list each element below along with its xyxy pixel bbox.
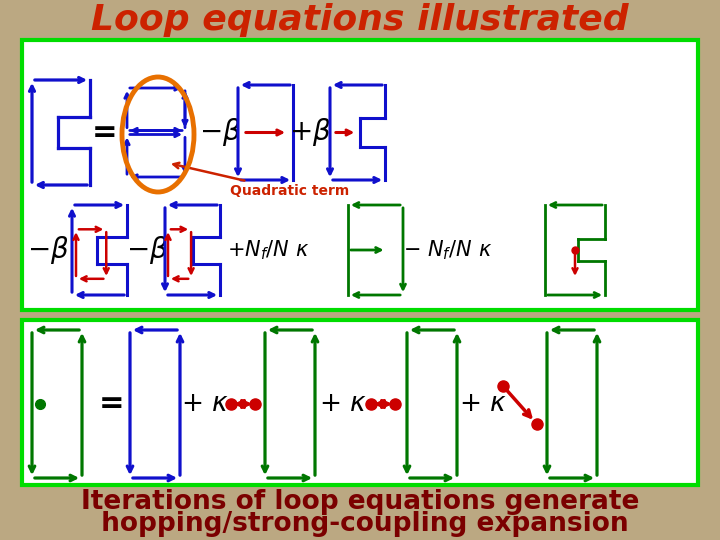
Text: =: = — [99, 389, 125, 418]
Text: $-\beta$: $-\beta$ — [199, 117, 241, 148]
Text: $-\ N_f/N\ \kappa$: $-\ N_f/N\ \kappa$ — [403, 238, 492, 262]
Text: $-\beta$: $-\beta$ — [126, 234, 168, 266]
Text: $+\ \kappa$: $+\ \kappa$ — [181, 391, 229, 417]
Text: $+\ \kappa$: $+\ \kappa$ — [459, 391, 507, 417]
Text: $+\beta$: $+\beta$ — [289, 117, 331, 148]
Bar — [22, 320, 698, 485]
Text: $-\beta$: $-\beta$ — [27, 234, 69, 266]
Text: $+N_f/N\ \kappa$: $+N_f/N\ \kappa$ — [227, 238, 310, 262]
Text: $+\ \kappa$: $+\ \kappa$ — [319, 391, 367, 417]
Text: Loop equations illustrated: Loop equations illustrated — [91, 3, 629, 37]
Text: hopping/strong-coupling expansion: hopping/strong-coupling expansion — [91, 511, 629, 537]
Bar — [22, 40, 698, 310]
Text: =: = — [92, 118, 118, 147]
Text: Iterations of loop equations generate: Iterations of loop equations generate — [81, 489, 639, 515]
Text: Quadratic term: Quadratic term — [174, 163, 349, 198]
